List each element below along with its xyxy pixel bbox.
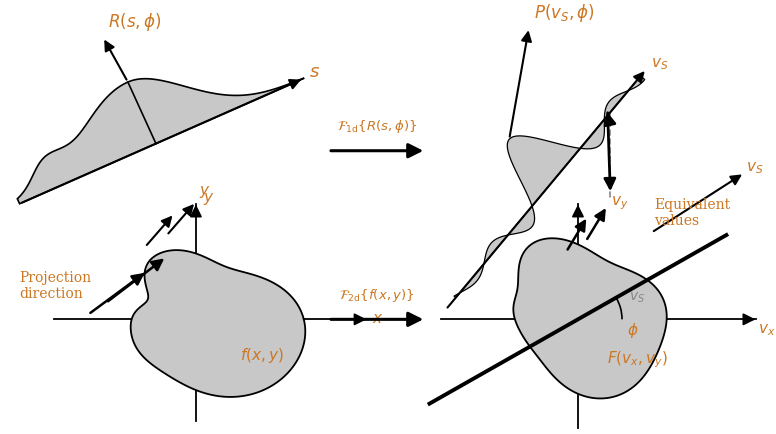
Text: $v_x$: $v_x$	[758, 322, 775, 338]
Polygon shape	[484, 235, 508, 263]
Text: $F(v_x, v_y)$: $F(v_x, v_y)$	[608, 349, 668, 370]
Polygon shape	[629, 76, 645, 91]
Text: Projection
direction: Projection direction	[19, 270, 92, 301]
Text: $\phi$: $\phi$	[627, 322, 639, 340]
Text: $s$: $s$	[309, 63, 320, 81]
Text: $y$: $y$	[199, 184, 210, 200]
Text: $\mathcal{F}_{\rm 2d}\{f(x,y)\}$: $\mathcal{F}_{\rm 2d}\{f(x,y)\}$	[339, 287, 415, 304]
Text: $R(s, \phi)$: $R(s, \phi)$	[108, 11, 161, 33]
Polygon shape	[130, 250, 305, 397]
Polygon shape	[580, 120, 605, 149]
Text: $v_S$: $v_S$	[747, 160, 764, 176]
Polygon shape	[508, 136, 580, 206]
Text: $y$: $y$	[203, 191, 214, 207]
Polygon shape	[605, 91, 628, 119]
Polygon shape	[17, 78, 303, 204]
Text: $x$: $x$	[372, 312, 384, 326]
Polygon shape	[460, 264, 484, 293]
Text: $v_y$: $v_y$	[611, 194, 629, 211]
Polygon shape	[508, 206, 535, 235]
Text: $P(v_S, \phi)$: $P(v_S, \phi)$	[534, 2, 594, 23]
Text: $v_S$: $v_S$	[651, 56, 669, 72]
Text: $\mathcal{F}_{\rm 1d}\{R(s,\phi)\}$: $\mathcal{F}_{\rm 1d}\{R(s,\phi)\}$	[337, 118, 417, 135]
Polygon shape	[454, 293, 459, 298]
Polygon shape	[514, 238, 667, 398]
Text: $f(x,y)$: $f(x,y)$	[240, 346, 284, 365]
Text: $v_S$: $v_S$	[629, 291, 645, 306]
Text: Equivalent
values: Equivalent values	[654, 198, 730, 228]
